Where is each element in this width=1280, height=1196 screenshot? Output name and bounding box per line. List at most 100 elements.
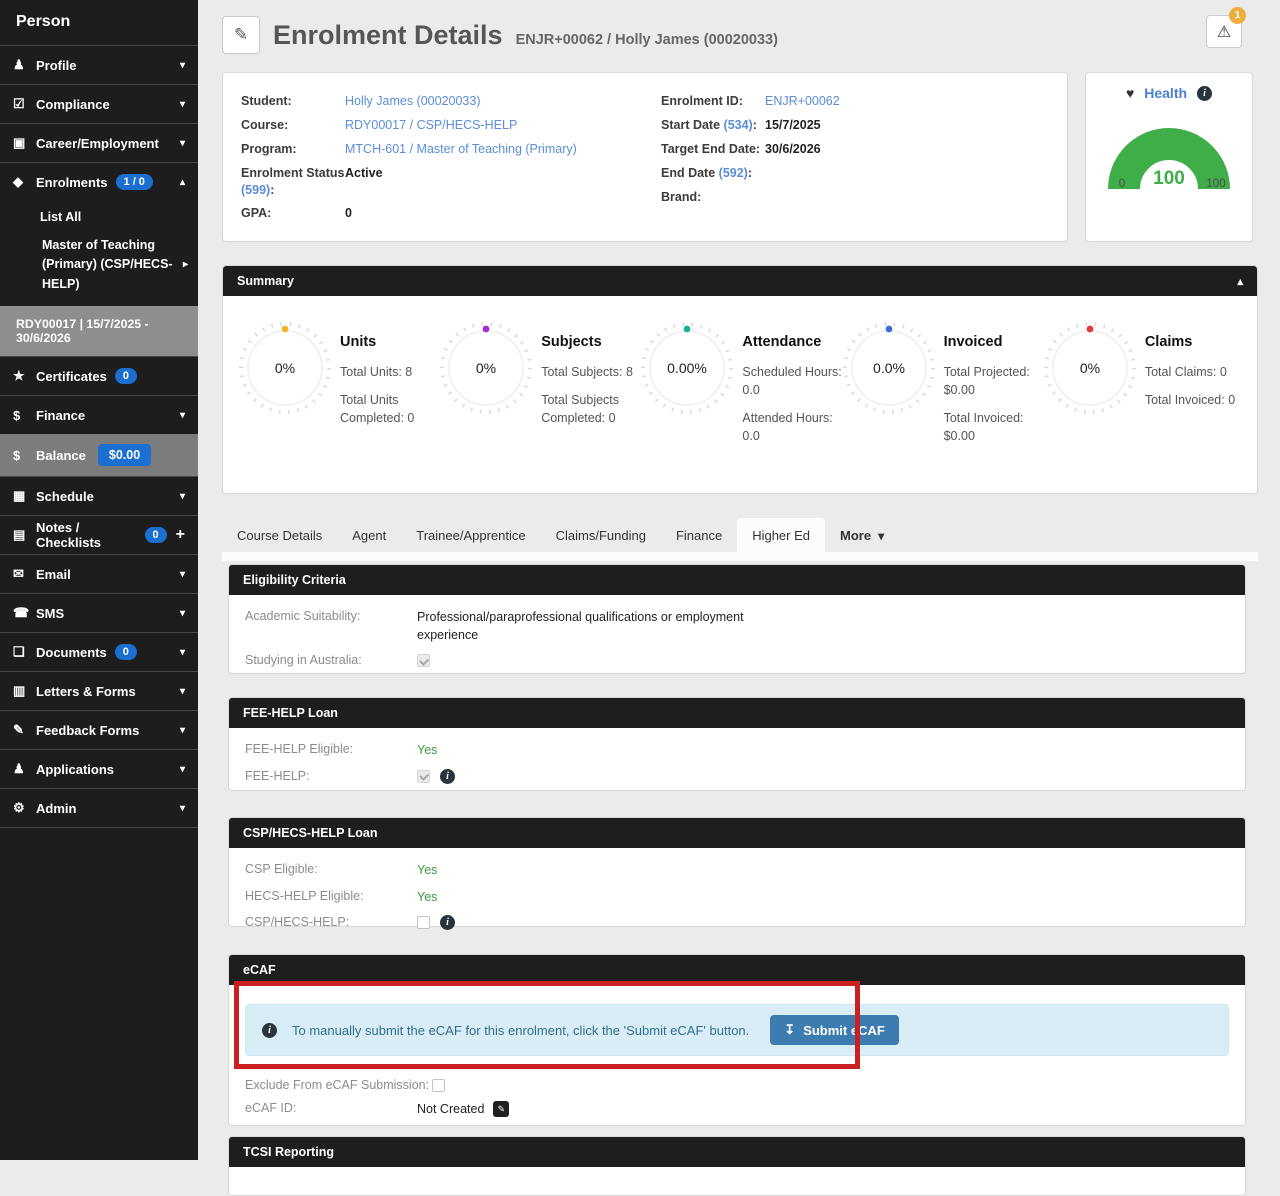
program-label: Program: (241, 141, 345, 158)
certificates-count-badge: 0 (115, 368, 137, 384)
chevron-down-icon: ▾ (180, 686, 185, 697)
sidebar-item-feedback-forms[interactable]: ✎ Feedback Forms ▾ (0, 710, 198, 749)
folder-icon: ❏ (13, 644, 36, 660)
subjects-line-2: Total Subjects Completed: 0 (541, 391, 641, 427)
info-row-brand: Brand: (661, 189, 1041, 206)
attendance-line-1: Scheduled Hours: 0.0 (742, 363, 842, 399)
exclude-ecaf-checkbox[interactable] (432, 1079, 445, 1092)
tab-trainee-apprentice[interactable]: Trainee/Apprentice (401, 518, 540, 553)
submit-ecaf-button[interactable]: ↧ Submit eCAF (770, 1015, 899, 1045)
sidebar-item-enrolment-course[interactable]: Master of Teaching (Primary) (CSP/HECS-H… (0, 233, 198, 306)
sidebar-item-balance[interactable]: $ Balance $0.00 (0, 434, 198, 476)
summary-title: Summary (237, 274, 294, 288)
info-row-target-end-date: Target End Date: 30/6/2026 (661, 141, 1041, 158)
tab-claims-funding[interactable]: Claims/Funding (541, 518, 661, 553)
sidebar-item-enrolments[interactable]: ◆ Enrolments 1 / 0 ▴ (0, 162, 198, 201)
submit-icon: ↧ (784, 1022, 795, 1038)
feedback-label: Feedback Forms (36, 723, 139, 738)
feedback-icon: ✎ (13, 722, 36, 738)
invoiced-gauge-block: 0.0% Invoiced Total Projected: $0.00 Tot… (843, 322, 1044, 456)
enrolments-count-badge: 1 / 0 (116, 174, 153, 190)
edit-enrolment-button[interactable]: ✎ (222, 16, 260, 54)
chevron-down-icon: ▾ (180, 491, 185, 502)
fee-help-row: FEE-HELP: i (245, 769, 1229, 784)
tab-finance[interactable]: Finance (661, 518, 737, 553)
csp-eligible-label: CSP Eligible: (245, 862, 417, 876)
health-score: 100 (1153, 168, 1185, 189)
envelope-icon: ✉ (13, 566, 36, 582)
sidebar-item-applications[interactable]: ♟ Applications ▾ (0, 749, 198, 788)
health-card: ♥ Health i 100 0 100 (1085, 72, 1253, 242)
invoiced-gauge: 0.0% (843, 322, 935, 414)
finance-label: Finance (36, 408, 85, 423)
csp-hecs-header: CSP/HECS-HELP Loan (229, 818, 1245, 848)
course-label: Course: (241, 117, 345, 134)
tab-course-details[interactable]: Course Details (222, 518, 337, 553)
sidebar-item-profile[interactable]: ♟ Profile ▾ (0, 45, 198, 84)
csp-hecs-help-checkbox[interactable] (417, 916, 430, 929)
collapse-icon[interactable]: ▴ (1237, 275, 1243, 288)
exclude-ecaf-row: Exclude From eCAF Submission: (245, 1078, 1229, 1092)
fee-help-eligible-value: Yes (417, 742, 437, 760)
invoiced-title: Invoiced (944, 334, 1044, 350)
csp-hecs-help-info-icon[interactable]: i (440, 915, 455, 930)
career-label: Career/Employment (36, 136, 159, 151)
ecaf-section: eCAF i To manually submit the eCAF for t… (228, 954, 1246, 1126)
sms-label: SMS (36, 606, 64, 621)
fee-help-info-icon[interactable]: i (440, 769, 455, 784)
tab-more[interactable]: More ▾ (825, 518, 899, 553)
info-row-enrolment-id: Enrolment ID: ENJR+00062 (661, 93, 1041, 110)
sidebar-item-schedule[interactable]: ▦ Schedule ▾ (0, 476, 198, 515)
sidebar-item-finance[interactable]: $ Finance ▾ (0, 395, 198, 434)
sidebar-item-certificates[interactable]: ★ Certificates 0 (0, 356, 198, 395)
student-label: Student: (241, 93, 345, 110)
sidebar-item-list-all[interactable]: List All (0, 201, 198, 233)
units-percent: 0% (275, 360, 295, 376)
book-icon: ▥ (13, 683, 36, 699)
ecaf-id-value: Not Created (417, 1101, 484, 1119)
subjects-percent: 0% (476, 360, 496, 376)
claims-gauge: 0% (1044, 322, 1136, 414)
sidebar-item-notes-checklists[interactable]: ▤ Notes / Checklists 0 + (0, 515, 198, 554)
units-line-2: Total Units Completed: 0 (340, 391, 440, 427)
subjects-gauge: 0% (440, 322, 532, 414)
schedule-label: Schedule (36, 489, 94, 504)
program-link[interactable]: MTCH-601 / Master of Teaching (Primary) (345, 141, 577, 158)
claims-line-1: Total Claims: 0 (1145, 363, 1245, 381)
sidebar-item-compliance[interactable]: ☑ Compliance ▾ (0, 84, 198, 123)
invoiced-line-2: Total Invoiced: $0.00 (944, 409, 1044, 445)
edit-icon: ✎ (234, 25, 248, 45)
info-row-program: Program: MTCH-601 / Master of Teaching (… (241, 141, 661, 158)
sidebar-item-letters-forms[interactable]: ▥ Letters & Forms ▾ (0, 671, 198, 710)
invoiced-percent: 0.0% (873, 360, 905, 376)
add-note-icon[interactable]: + (176, 526, 185, 544)
fee-help-title: FEE-HELP Loan (243, 706, 338, 720)
eligibility-title: Eligibility Criteria (243, 573, 346, 587)
course-link[interactable]: RDY00017 / CSP/HECS-HELP (345, 117, 517, 134)
tab-higher-ed[interactable]: Higher Ed (737, 518, 825, 553)
sidebar-item-selected-enrolment[interactable]: RDY00017 | 15/7/2025 - 30/6/2026 (0, 306, 198, 356)
info-row-student: Student: Holly James (00020033) (241, 93, 661, 110)
medal-icon: ★ (13, 368, 36, 384)
enrolment-id-label: Enrolment ID: (661, 93, 765, 110)
sidebar-item-career-employment[interactable]: ▣ Career/Employment ▾ (0, 123, 198, 162)
health-info-icon[interactable]: i (1197, 86, 1212, 101)
chevron-down-icon: ▾ (878, 529, 884, 543)
phone-icon: ☎ (13, 605, 36, 621)
sidebar-item-admin[interactable]: ⚙ Admin ▾ (0, 788, 198, 827)
claims-dot (1086, 326, 1093, 333)
start-date-label: Start Date (534): (661, 117, 765, 134)
chevron-down-icon: ▾ (180, 99, 185, 110)
chevron-down-icon: ▾ (180, 725, 185, 736)
enrolments-label: Enrolments (36, 175, 108, 190)
tab-agent[interactable]: Agent (337, 518, 401, 553)
sidebar-item-sms[interactable]: ☎ SMS ▾ (0, 593, 198, 632)
student-link[interactable]: Holly James (00020033) (345, 93, 481, 110)
sidebar-item-email[interactable]: ✉ Email ▾ (0, 554, 198, 593)
ecaf-title: eCAF (243, 963, 276, 977)
edit-ecaf-id-icon[interactable]: ✎ (493, 1101, 509, 1117)
chevron-up-icon: ▴ (180, 177, 185, 188)
enrolment-id-link[interactable]: ENJR+00062 (765, 93, 840, 110)
sidebar-item-documents[interactable]: ❏ Documents 0 ▾ (0, 632, 198, 671)
chevron-down-icon: ▾ (180, 410, 185, 421)
